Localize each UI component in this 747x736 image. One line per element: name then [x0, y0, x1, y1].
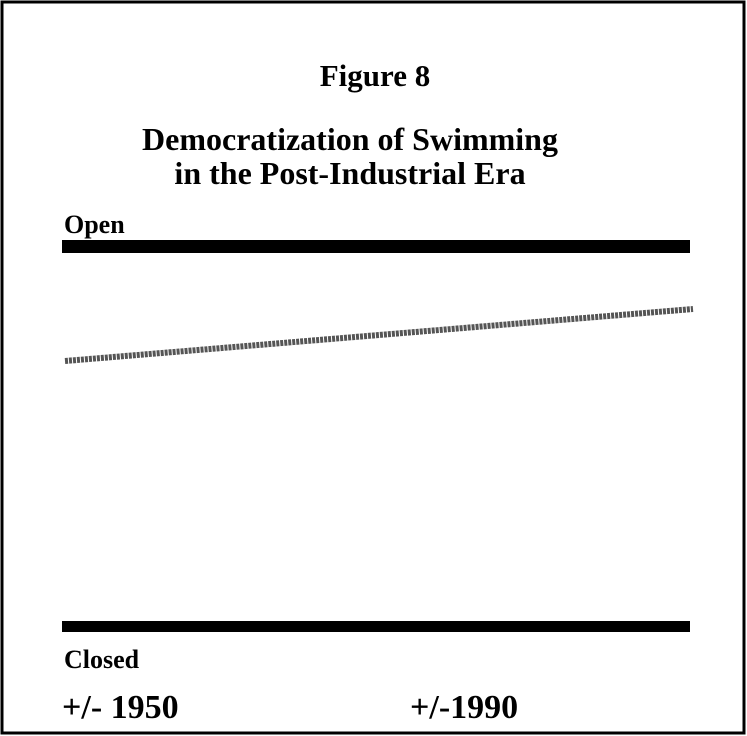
title-line: in the Post-Industrial Era [174, 155, 525, 191]
top-label: Open [64, 210, 125, 239]
top-bar [62, 240, 690, 253]
title-line: Democratization of Swimming [142, 121, 558, 157]
bottom-bar [62, 621, 690, 632]
x-label: +/-1990 [410, 689, 518, 726]
bottom-label: Closed [64, 645, 140, 674]
figure-label: Figure 8 [320, 58, 431, 93]
x-label: +/- 1950 [62, 689, 179, 726]
trend-line [64, 306, 694, 364]
